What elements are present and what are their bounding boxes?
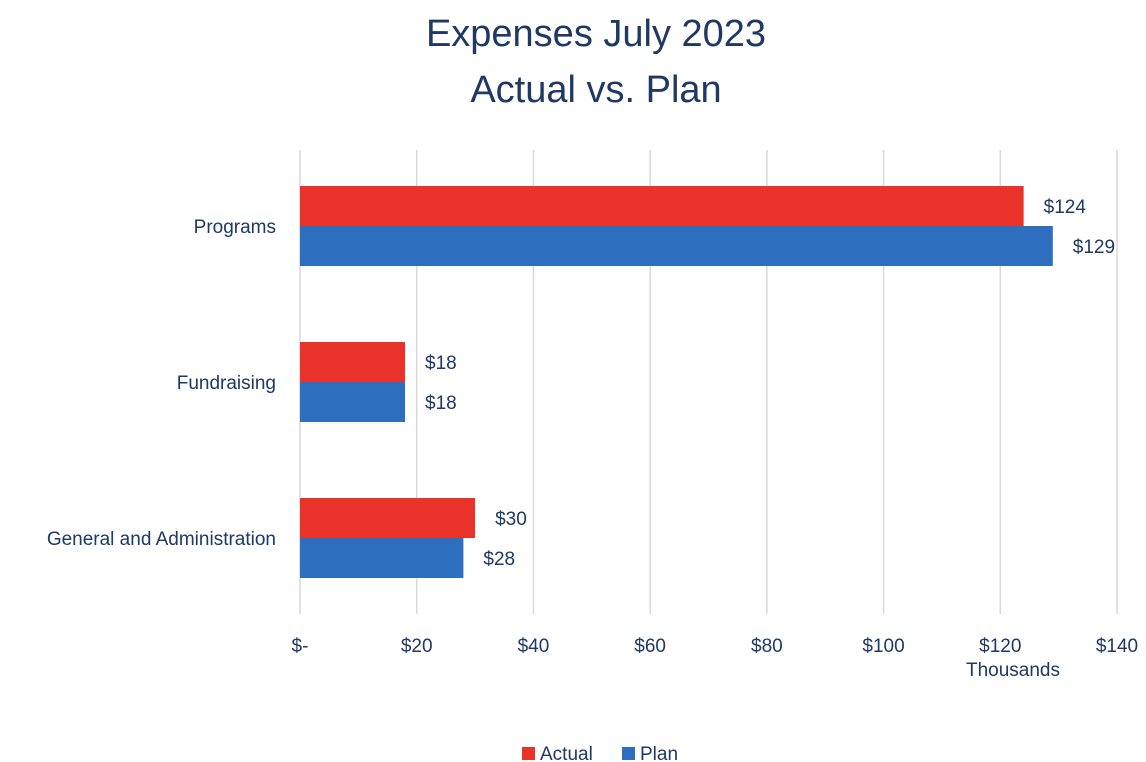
chart-title: Expenses July 2023 Actual vs. Plan <box>426 13 766 111</box>
data-label: $28 <box>483 549 515 570</box>
x-tick-label: $100 <box>862 636 904 657</box>
bar-actual <box>300 186 1024 226</box>
bar-actual <box>300 342 406 382</box>
category-label: General and Administration <box>47 529 276 550</box>
bar-plan <box>300 382 406 422</box>
data-label: $18 <box>425 353 457 374</box>
x-tick-label: $- <box>292 636 309 657</box>
bar-actual <box>300 498 476 538</box>
x-tick-label: $20 <box>401 636 433 657</box>
category-label: Programs <box>194 217 276 238</box>
legend-swatch-plan <box>622 747 635 760</box>
bars: $124 $129 $18 $18 $30 $28 <box>300 186 1115 578</box>
bar-plan <box>300 538 464 578</box>
x-axis-unit-label: Thousands <box>966 660 1060 681</box>
x-axis-tick-labels: $- $20 $40 $60 $80 $100 $120 $140 <box>292 636 1139 657</box>
data-label: $129 <box>1073 237 1115 258</box>
category-labels: Programs Fundraising General and Administr… <box>47 217 276 550</box>
x-tick-label: $80 <box>751 636 783 657</box>
data-label: $18 <box>425 393 457 414</box>
data-label: $30 <box>495 509 527 530</box>
legend-swatch-actual <box>522 747 535 760</box>
x-tick-label: $60 <box>634 636 666 657</box>
bar-plan <box>300 226 1053 266</box>
chart-title-line-2: Actual vs. Plan <box>470 69 721 111</box>
x-tick-label: $140 <box>1096 636 1138 657</box>
chart-title-line-1: Expenses July 2023 <box>426 13 766 55</box>
data-label: $124 <box>1044 197 1087 218</box>
category-label: Fundraising <box>177 373 276 394</box>
legend-label-actual: Actual <box>540 744 593 762</box>
legend: Actual Plan <box>522 744 678 762</box>
x-tick-label: $40 <box>518 636 550 657</box>
legend-label-plan: Plan <box>640 744 678 762</box>
x-tick-label: $120 <box>979 636 1021 657</box>
